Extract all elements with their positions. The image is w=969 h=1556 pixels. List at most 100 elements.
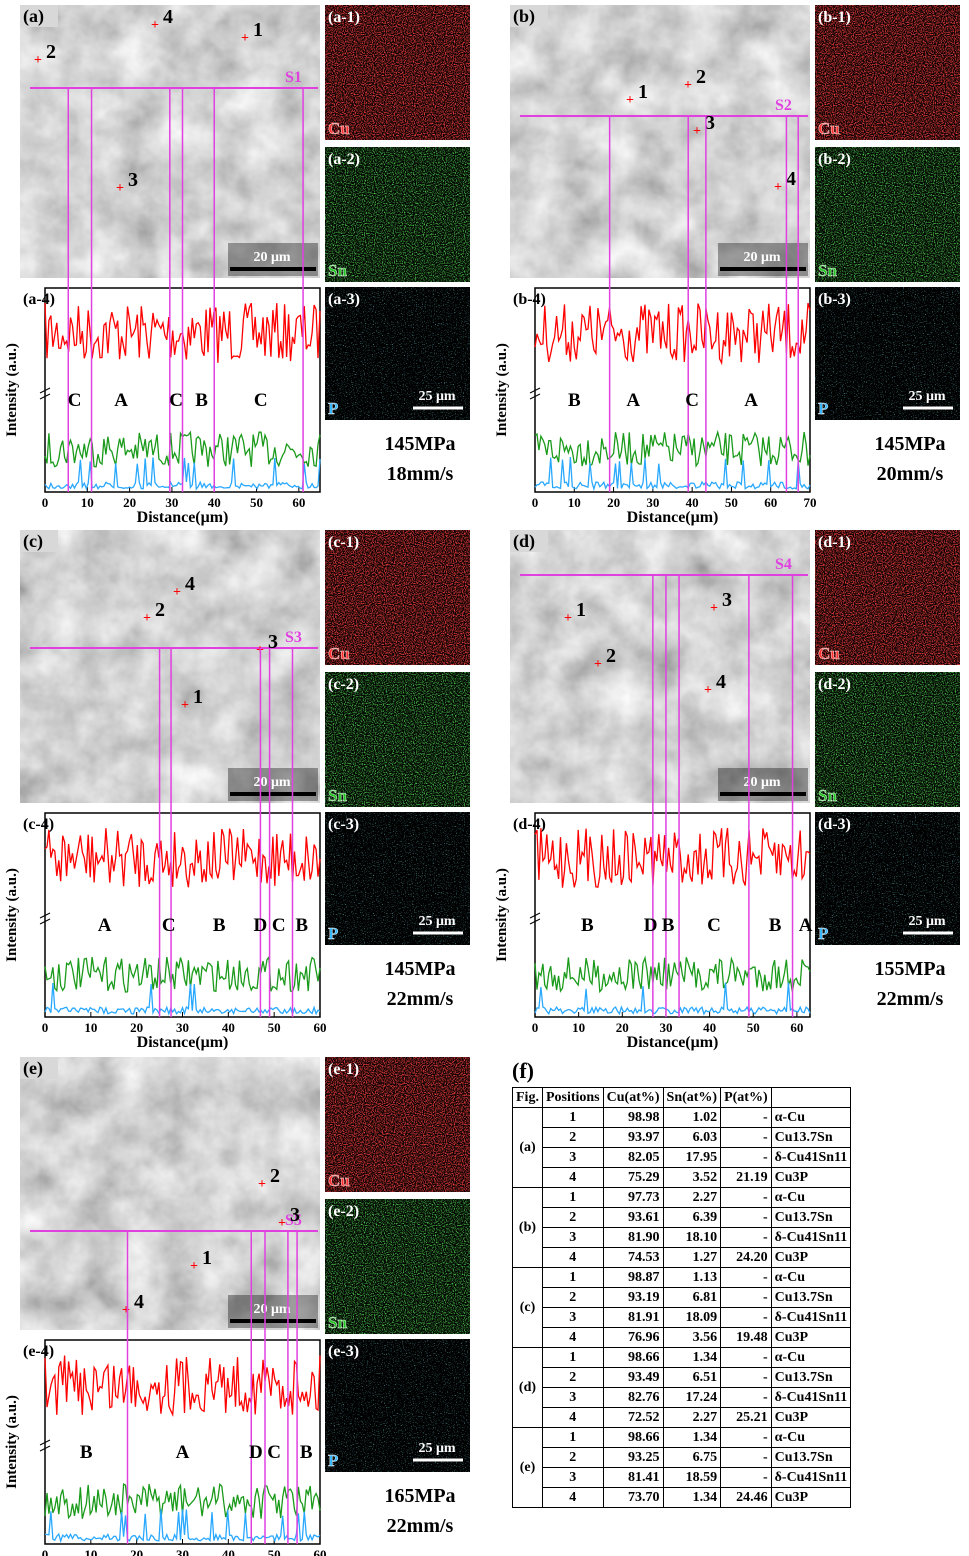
table-cell: 93.25: [603, 1448, 663, 1468]
region-label: A: [626, 390, 640, 411]
region-label: C: [68, 390, 82, 411]
point-label: 1: [193, 686, 203, 708]
point-marker: +: [181, 698, 189, 713]
point-marker: +: [693, 124, 701, 139]
table-cell: 17.24: [663, 1388, 721, 1408]
x-tick-label: 20: [130, 1547, 143, 1556]
table-cell: 74.53: [603, 1248, 663, 1268]
table-cell: δ-Cu41Sn11: [771, 1388, 851, 1408]
table-cell: 25.21: [721, 1408, 772, 1428]
region-label: A: [744, 390, 758, 411]
table-cell: 4: [542, 1168, 603, 1188]
point-marker: +: [122, 1303, 130, 1318]
point-marker: +: [173, 585, 181, 600]
element-label: Cu: [328, 119, 350, 138]
table-row: 293.496.51-Cu13.7Sn: [513, 1368, 851, 1388]
x-tick-label: 10: [84, 1020, 97, 1035]
table-cell: Cu3P: [771, 1328, 851, 1348]
table-row: 476.963.5619.48Cu3P: [513, 1328, 851, 1348]
table-cell: Cu13.7Sn: [771, 1288, 851, 1308]
sem-scale-label: 20 μm: [253, 775, 290, 790]
x-tick-label: 40: [686, 495, 699, 510]
x-tick-label: 40: [208, 495, 221, 510]
element-label: Sn: [328, 1313, 347, 1332]
point-marker: +: [684, 78, 692, 93]
table-cell: 75.29: [603, 1168, 663, 1188]
table-cell: α-Cu: [771, 1188, 851, 1208]
condition-label: 22mm/s: [877, 988, 944, 1010]
table-cell: -: [721, 1388, 772, 1408]
table-cell: Cu3P: [771, 1248, 851, 1268]
condition-label: 145MPa: [384, 958, 455, 980]
table-cell: 2: [542, 1368, 603, 1388]
scan-line-label: S1: [285, 69, 302, 86]
region-label: D: [249, 1442, 263, 1463]
x-tick-label: 0: [532, 495, 539, 510]
point-label: 1: [638, 81, 648, 103]
map-label: (c-2): [328, 676, 359, 693]
region-label: B: [80, 1442, 93, 1463]
x-tick-label: 10: [572, 1020, 585, 1035]
element-label: Sn: [818, 261, 837, 280]
map-label: (a-3): [328, 291, 360, 308]
table-cell: Cu13.7Sn: [771, 1368, 851, 1388]
table-cell: 93.19: [603, 1288, 663, 1308]
header-cell: [771, 1088, 851, 1108]
table-cell: -: [721, 1268, 772, 1288]
map-label: (c-1): [328, 534, 359, 551]
y-axis-label: Intensity (a.u.): [494, 343, 510, 437]
element-label: Cu: [328, 644, 350, 663]
element-label: Sn: [328, 786, 347, 805]
table-cell: -: [721, 1308, 772, 1328]
x-tick-label: 20: [130, 1020, 143, 1035]
table-cell: δ-Cu41Sn11: [771, 1468, 851, 1488]
table-cell: 6.81: [663, 1288, 721, 1308]
table-cell: δ-Cu41Sn11: [771, 1148, 851, 1168]
x-tick-label: 30: [176, 1547, 189, 1556]
point-label: 2: [270, 1165, 280, 1187]
panel-label: (c): [23, 531, 43, 552]
point-marker: +: [34, 53, 42, 68]
x-tick-label: 30: [176, 1020, 189, 1035]
map-label: (d-3): [818, 816, 851, 833]
x-axis-label: Distance(μm): [137, 1034, 229, 1051]
element-label: P: [328, 924, 338, 943]
point-marker: +: [564, 611, 572, 626]
intensity-trace: [45, 957, 320, 992]
profile-label: (e-4): [23, 1343, 54, 1360]
x-tick-label: 60: [764, 495, 777, 510]
x-tick-label: 10: [81, 495, 94, 510]
point-label: 3: [290, 1204, 300, 1226]
region-label: D: [254, 915, 268, 936]
point-label: 4: [163, 6, 173, 28]
point-marker: +: [774, 180, 782, 195]
element-label: Sn: [328, 261, 347, 280]
table-cell: 17.95: [663, 1148, 721, 1168]
sem-image: [20, 1057, 320, 1330]
point-label: 2: [155, 599, 165, 621]
point-marker: +: [241, 31, 249, 46]
x-tick-label: 20: [616, 1020, 629, 1035]
table-row: 381.4118.59-δ-Cu41Sn11: [513, 1468, 851, 1488]
table-row: (d)198.661.34-α-Cu: [513, 1348, 851, 1368]
fig-cell: (c): [513, 1268, 543, 1348]
table-cell: 81.90: [603, 1228, 663, 1248]
region-label: B: [662, 915, 675, 936]
map-scale-label: 25 μm: [418, 1441, 455, 1456]
map-label: (b-3): [818, 291, 851, 308]
table-cell: 6.03: [663, 1128, 721, 1148]
region-label: B: [213, 915, 226, 936]
table-cell: 93.61: [603, 1208, 663, 1228]
table-cell: 24.46: [721, 1488, 772, 1508]
table-cell: 3: [542, 1468, 603, 1488]
header-cell: Fig.: [513, 1088, 543, 1108]
condition-label: 155MPa: [874, 958, 945, 980]
table-cell: 72.52: [603, 1408, 663, 1428]
table-cell: 4: [542, 1328, 603, 1348]
element-label: Cu: [818, 119, 840, 138]
header-cell: P(at%): [721, 1088, 772, 1108]
intensity-trace: [535, 983, 810, 1014]
intensity-trace: [45, 1355, 320, 1414]
